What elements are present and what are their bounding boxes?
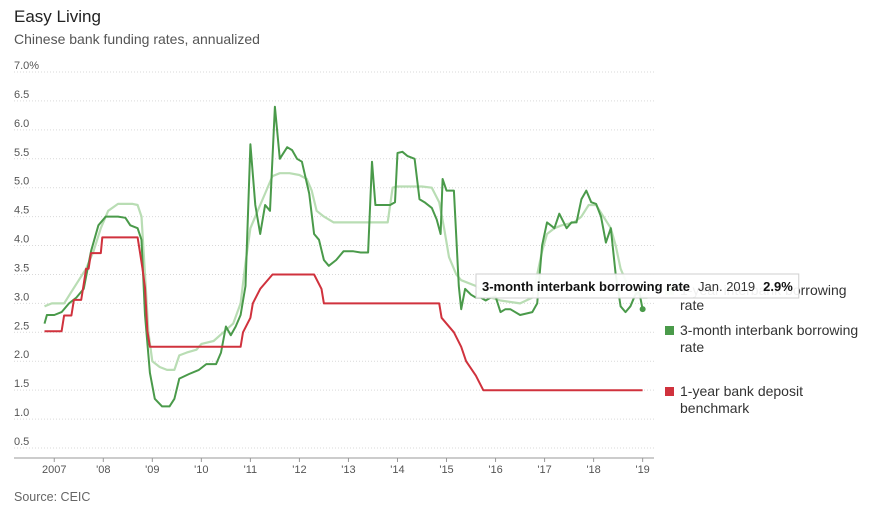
y-tick-label: 0.5 <box>14 436 29 448</box>
x-tick-label: '15 <box>439 464 453 476</box>
legend-label-cont: rate <box>680 339 704 355</box>
tooltip-box <box>475 273 800 299</box>
tooltip-date: Jan. 2019 <box>698 279 755 294</box>
x-axis-ticks: 2007 '08 '09 '10 '11 '12 '13 '14 '15 '16 '17 '18 '19 <box>14 457 654 476</box>
legend-label: 3-month interbank borrowing <box>680 322 858 338</box>
source-note: Source: CEIC <box>14 490 91 504</box>
y-tick-label: 4.5 <box>14 205 29 217</box>
y-tick-label: 3.0 <box>14 291 29 303</box>
y-axis-ticks: 0.5 1.0 1.5 2.0 2.5 3.0 3.5 4.0 4.5 5.0 5.5 6.0 6.5 7… <box>14 60 39 448</box>
y-tick-label: 6.0 <box>14 118 29 130</box>
legend-label-cont: benchmark <box>680 400 750 416</box>
series-line-0 <box>44 172 648 371</box>
x-tick-label: '11 <box>244 464 258 476</box>
x-tick-label: '18 <box>586 464 600 476</box>
series-lines <box>43 105 648 408</box>
x-tick-label: '17 <box>537 464 551 476</box>
x-tick-label: 2007 <box>42 464 66 476</box>
x-tick-label: '14 <box>390 464 404 476</box>
x-tick-label: '12 <box>292 464 306 476</box>
chart-subtitle: Chinese bank funding rates, annualized <box>14 31 260 47</box>
y-tick-label: 5.5 <box>14 147 29 159</box>
hover-point <box>639 306 646 313</box>
chart-title: Easy Living <box>14 7 101 26</box>
tooltip-series-label: 3-month interbank borrowing rate <box>482 279 690 294</box>
y-tick-label: 5.0 <box>14 176 29 188</box>
y-tick-label: 7.0% <box>14 60 39 72</box>
y-tick-label: 6.5 <box>14 89 29 101</box>
x-tick-label: '10 <box>194 464 208 476</box>
y-tick-label: 1.5 <box>14 378 29 390</box>
legend-swatch <box>665 326 674 335</box>
y-tick-label: 2.5 <box>14 320 29 332</box>
legend-label: 1-year bank deposit <box>680 383 803 399</box>
series-line-2 <box>44 236 643 392</box>
tooltip: 3-month interbank borrowing rate Jan. 20… <box>475 273 800 299</box>
x-tick-label: '16 <box>488 464 502 476</box>
gridlines <box>14 71 654 449</box>
x-tick-label: '08 <box>96 464 110 476</box>
x-tick-label: '09 <box>145 464 159 476</box>
x-tick-label: '13 <box>341 464 355 476</box>
y-tick-label: 2.0 <box>14 349 29 361</box>
y-tick-label: 4.0 <box>14 234 29 246</box>
legend-swatch <box>665 387 674 396</box>
y-tick-label: 3.5 <box>14 262 29 274</box>
tooltip-value: 2.9% <box>763 279 793 294</box>
y-tick-label: 1.0 <box>14 407 29 419</box>
x-tick-label: '19 <box>635 464 649 476</box>
legend-label-cont: rate <box>680 297 704 313</box>
series-line-1 <box>43 105 644 408</box>
